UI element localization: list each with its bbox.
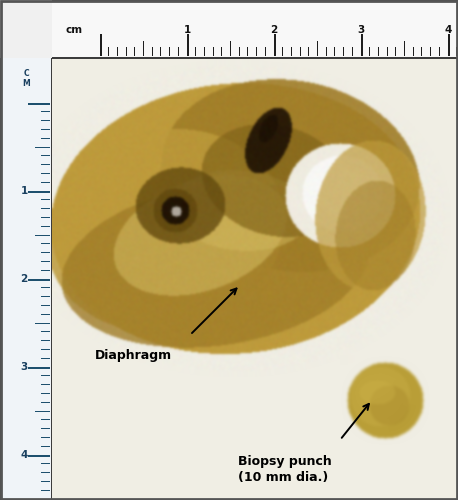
- Text: Biopsy punch
(10 mm dia.): Biopsy punch (10 mm dia.): [238, 455, 332, 484]
- Text: 2: 2: [20, 274, 27, 284]
- Text: C: C: [23, 68, 29, 78]
- Text: M: M: [22, 80, 30, 88]
- Text: 2: 2: [270, 25, 278, 35]
- Text: 1: 1: [20, 186, 27, 196]
- Text: 4: 4: [20, 450, 27, 460]
- Text: 3: 3: [357, 25, 365, 35]
- Text: 1: 1: [183, 25, 191, 35]
- Text: 3: 3: [20, 362, 27, 372]
- Text: cm: cm: [65, 25, 82, 35]
- Text: 4: 4: [444, 25, 452, 35]
- Text: Diaphragm: Diaphragm: [95, 348, 172, 362]
